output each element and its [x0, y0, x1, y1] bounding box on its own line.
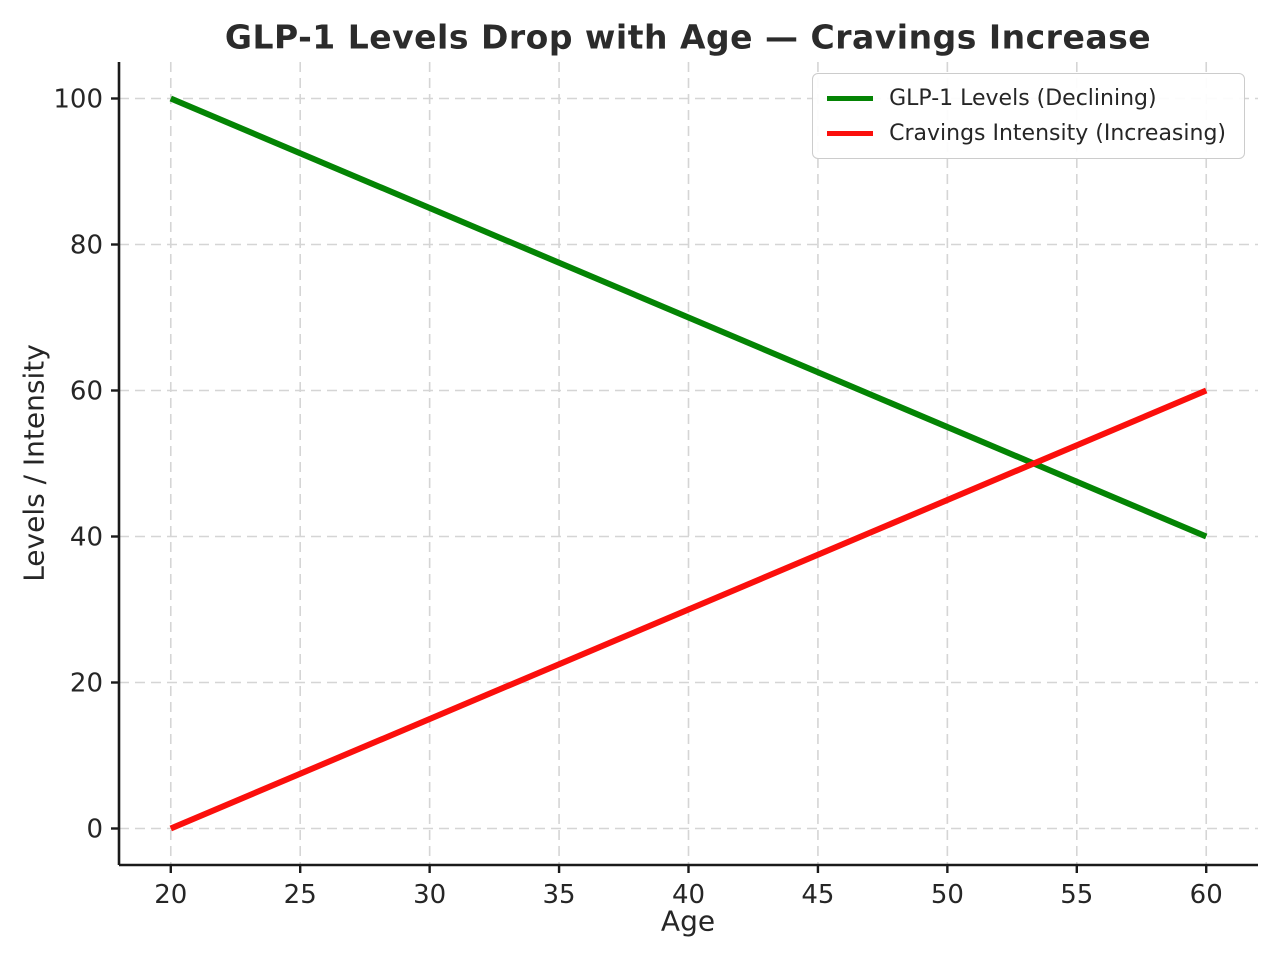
- legend-item: GLP-1 Levels (Declining): [827, 86, 1226, 111]
- x-tick-label: 40: [672, 880, 705, 910]
- x-axis-label: Age: [660, 904, 716, 938]
- x-tick-label: 25: [284, 880, 317, 910]
- y-tick-label: 20: [70, 669, 103, 699]
- x-tick-label: 20: [154, 880, 187, 910]
- y-tick-label: 100: [53, 85, 103, 115]
- x-tick-label: 30: [413, 880, 446, 910]
- x-tick-label: 60: [1190, 880, 1223, 910]
- legend-label: GLP-1 Levels (Declining): [889, 86, 1157, 111]
- legend-label: Cravings Intensity (Increasing): [889, 121, 1226, 146]
- y-tick-label: 40: [70, 523, 103, 553]
- x-tick-label: 35: [543, 880, 576, 910]
- x-tick-label: 50: [931, 880, 964, 910]
- y-axis-label: Levels / Intensity: [17, 344, 51, 582]
- series-line: [169, 387, 1208, 832]
- legend: GLP-1 Levels (Declining) Cravings Intens…: [812, 73, 1245, 159]
- y-tick-label: 60: [70, 377, 103, 407]
- legend-line-glp1-icon: [827, 96, 874, 101]
- chart-title: GLP-1 Levels Drop with Age — Cravings In…: [224, 17, 1152, 57]
- x-tick-label: 45: [801, 880, 834, 910]
- x-tick-label: 55: [1060, 880, 1093, 910]
- legend-line-cravings-icon: [827, 131, 874, 136]
- legend-item: Cravings Intensity (Increasing): [827, 121, 1226, 146]
- y-tick-label: 80: [70, 231, 103, 261]
- y-tick-label: 0: [86, 815, 103, 845]
